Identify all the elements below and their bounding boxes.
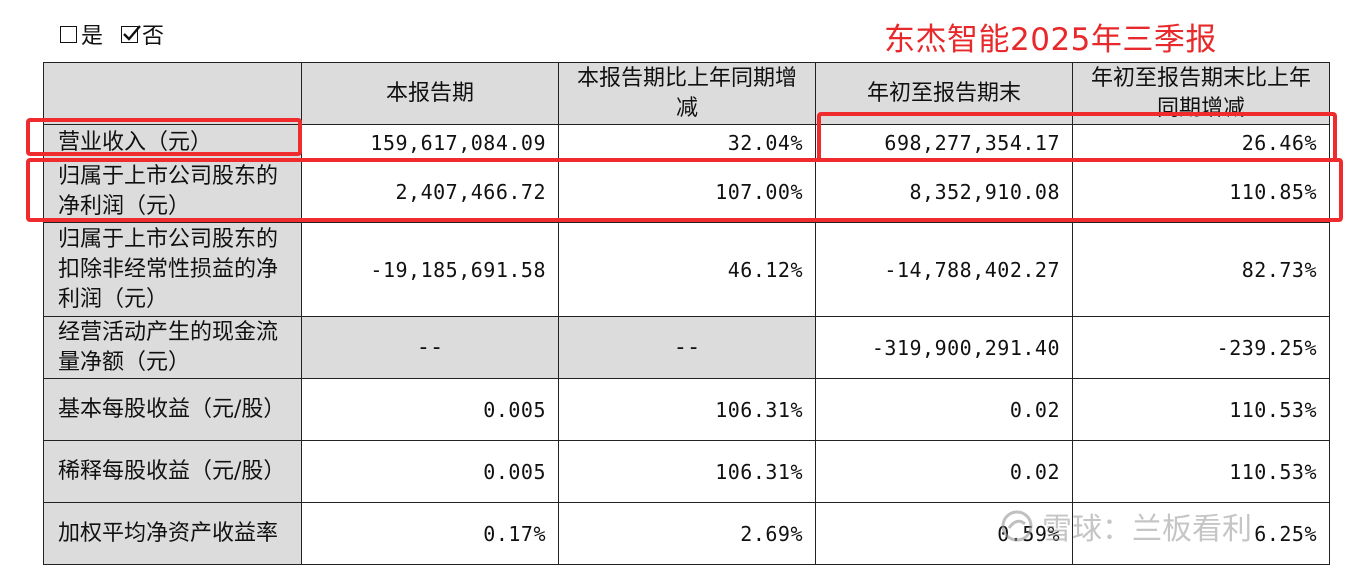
row-label: 归属于上市公司股东的扣除非经常性损益的净利润（元） xyxy=(43,222,302,317)
option-yes-label: 是 xyxy=(81,24,104,49)
cell-value: 0.005 xyxy=(301,440,559,503)
table-row: 归属于上市公司股东的净利润（元） 2,407,466.72 107.00% 8,… xyxy=(43,161,1330,223)
table-row: 稀释每股收益（元/股） 0.005 106.31% 0.02 110.53% xyxy=(43,440,1330,503)
cell-value: 110.53% xyxy=(1072,378,1330,441)
option-no-label: 否 xyxy=(142,24,165,49)
header-ytd-change: 年初至报告期末比上年同期增减 xyxy=(1072,62,1330,125)
cell-value: 106.31% xyxy=(558,378,816,441)
cell-value: 82.73% xyxy=(1072,222,1330,317)
option-yes[interactable]: 是 xyxy=(60,18,103,50)
row-label: 加权平均净资产收益率 xyxy=(43,502,302,565)
option-no[interactable]: 否 xyxy=(121,18,164,50)
report-type-options: 是 否 xyxy=(60,18,164,50)
row-label: 稀释每股收益（元/股） xyxy=(43,440,302,503)
cell-value: 0.02 xyxy=(815,440,1073,503)
cell-value: 26.46% xyxy=(1072,124,1330,162)
row-label: 营业收入（元） xyxy=(43,124,302,162)
financial-table: 本报告期 本报告期比上年同期增减 年初至报告期末 年初至报告期末比上年同期增减 … xyxy=(43,62,1330,565)
table-row: 基本每股收益（元/股） 0.005 106.31% 0.02 110.53% xyxy=(43,378,1330,441)
cell-value: 8,352,910.08 xyxy=(815,161,1073,223)
cell-value: -239.25% xyxy=(1072,316,1330,379)
cell-value: 0.02 xyxy=(815,378,1073,441)
cell-value: -19,185,691.58 xyxy=(301,222,559,317)
cell-value: 32.04% xyxy=(558,124,816,162)
cell-value: 110.85% xyxy=(1072,161,1330,223)
cell-value: -- xyxy=(301,316,559,379)
row-label: 经营活动产生的现金流量净额（元） xyxy=(43,316,302,379)
cell-value: 0.17% xyxy=(301,502,559,565)
cell-value: 2,407,466.72 xyxy=(301,161,559,223)
cell-value: 6.25% xyxy=(1072,502,1330,565)
header-current-change: 本报告期比上年同期增减 xyxy=(558,62,816,125)
cell-value: 159,617,084.09 xyxy=(301,124,559,162)
header-current-period: 本报告期 xyxy=(301,62,559,125)
table-header-row: 本报告期 本报告期比上年同期增减 年初至报告期末 年初至报告期末比上年同期增减 xyxy=(43,62,1330,125)
snowball-logo-icon xyxy=(1001,510,1033,542)
checkbox-unchecked-icon[interactable] xyxy=(60,25,77,43)
header-ytd: 年初至报告期末 xyxy=(815,62,1073,125)
table-row: 经营活动产生的现金流量净额（元） -- -- -319,900,291.40 -… xyxy=(43,316,1330,379)
cell-value: -- xyxy=(558,316,816,379)
table-row: 营业收入（元） 159,617,084.09 32.04% 698,277,35… xyxy=(43,124,1330,162)
table-row: 归属于上市公司股东的扣除非经常性损益的净利润（元） -19,185,691.58… xyxy=(43,222,1330,317)
cell-value: -319,900,291.40 xyxy=(815,316,1073,379)
cell-value: -14,788,402.27 xyxy=(815,222,1073,317)
cell-value: 107.00% xyxy=(558,161,816,223)
watermark: 雪球：兰板看利 xyxy=(1000,504,1252,548)
checkbox-checked-icon[interactable] xyxy=(121,24,141,43)
row-label: 归属于上市公司股东的净利润（元） xyxy=(43,161,302,223)
header-label-cell xyxy=(43,62,302,125)
watermark-text: 雪球：兰板看利 xyxy=(1042,512,1252,547)
report-title: 东杰智能2025年三季报 xyxy=(884,22,1217,58)
cell-value: 698,277,354.17 xyxy=(815,124,1073,162)
cell-value: 110.53% xyxy=(1072,440,1330,503)
cell-value: 46.12% xyxy=(558,222,816,317)
cell-value: 2.69% xyxy=(558,502,816,565)
cell-value: 106.31% xyxy=(558,440,816,503)
row-label: 基本每股收益（元/股） xyxy=(43,378,302,441)
cell-value: 0.005 xyxy=(301,378,559,441)
